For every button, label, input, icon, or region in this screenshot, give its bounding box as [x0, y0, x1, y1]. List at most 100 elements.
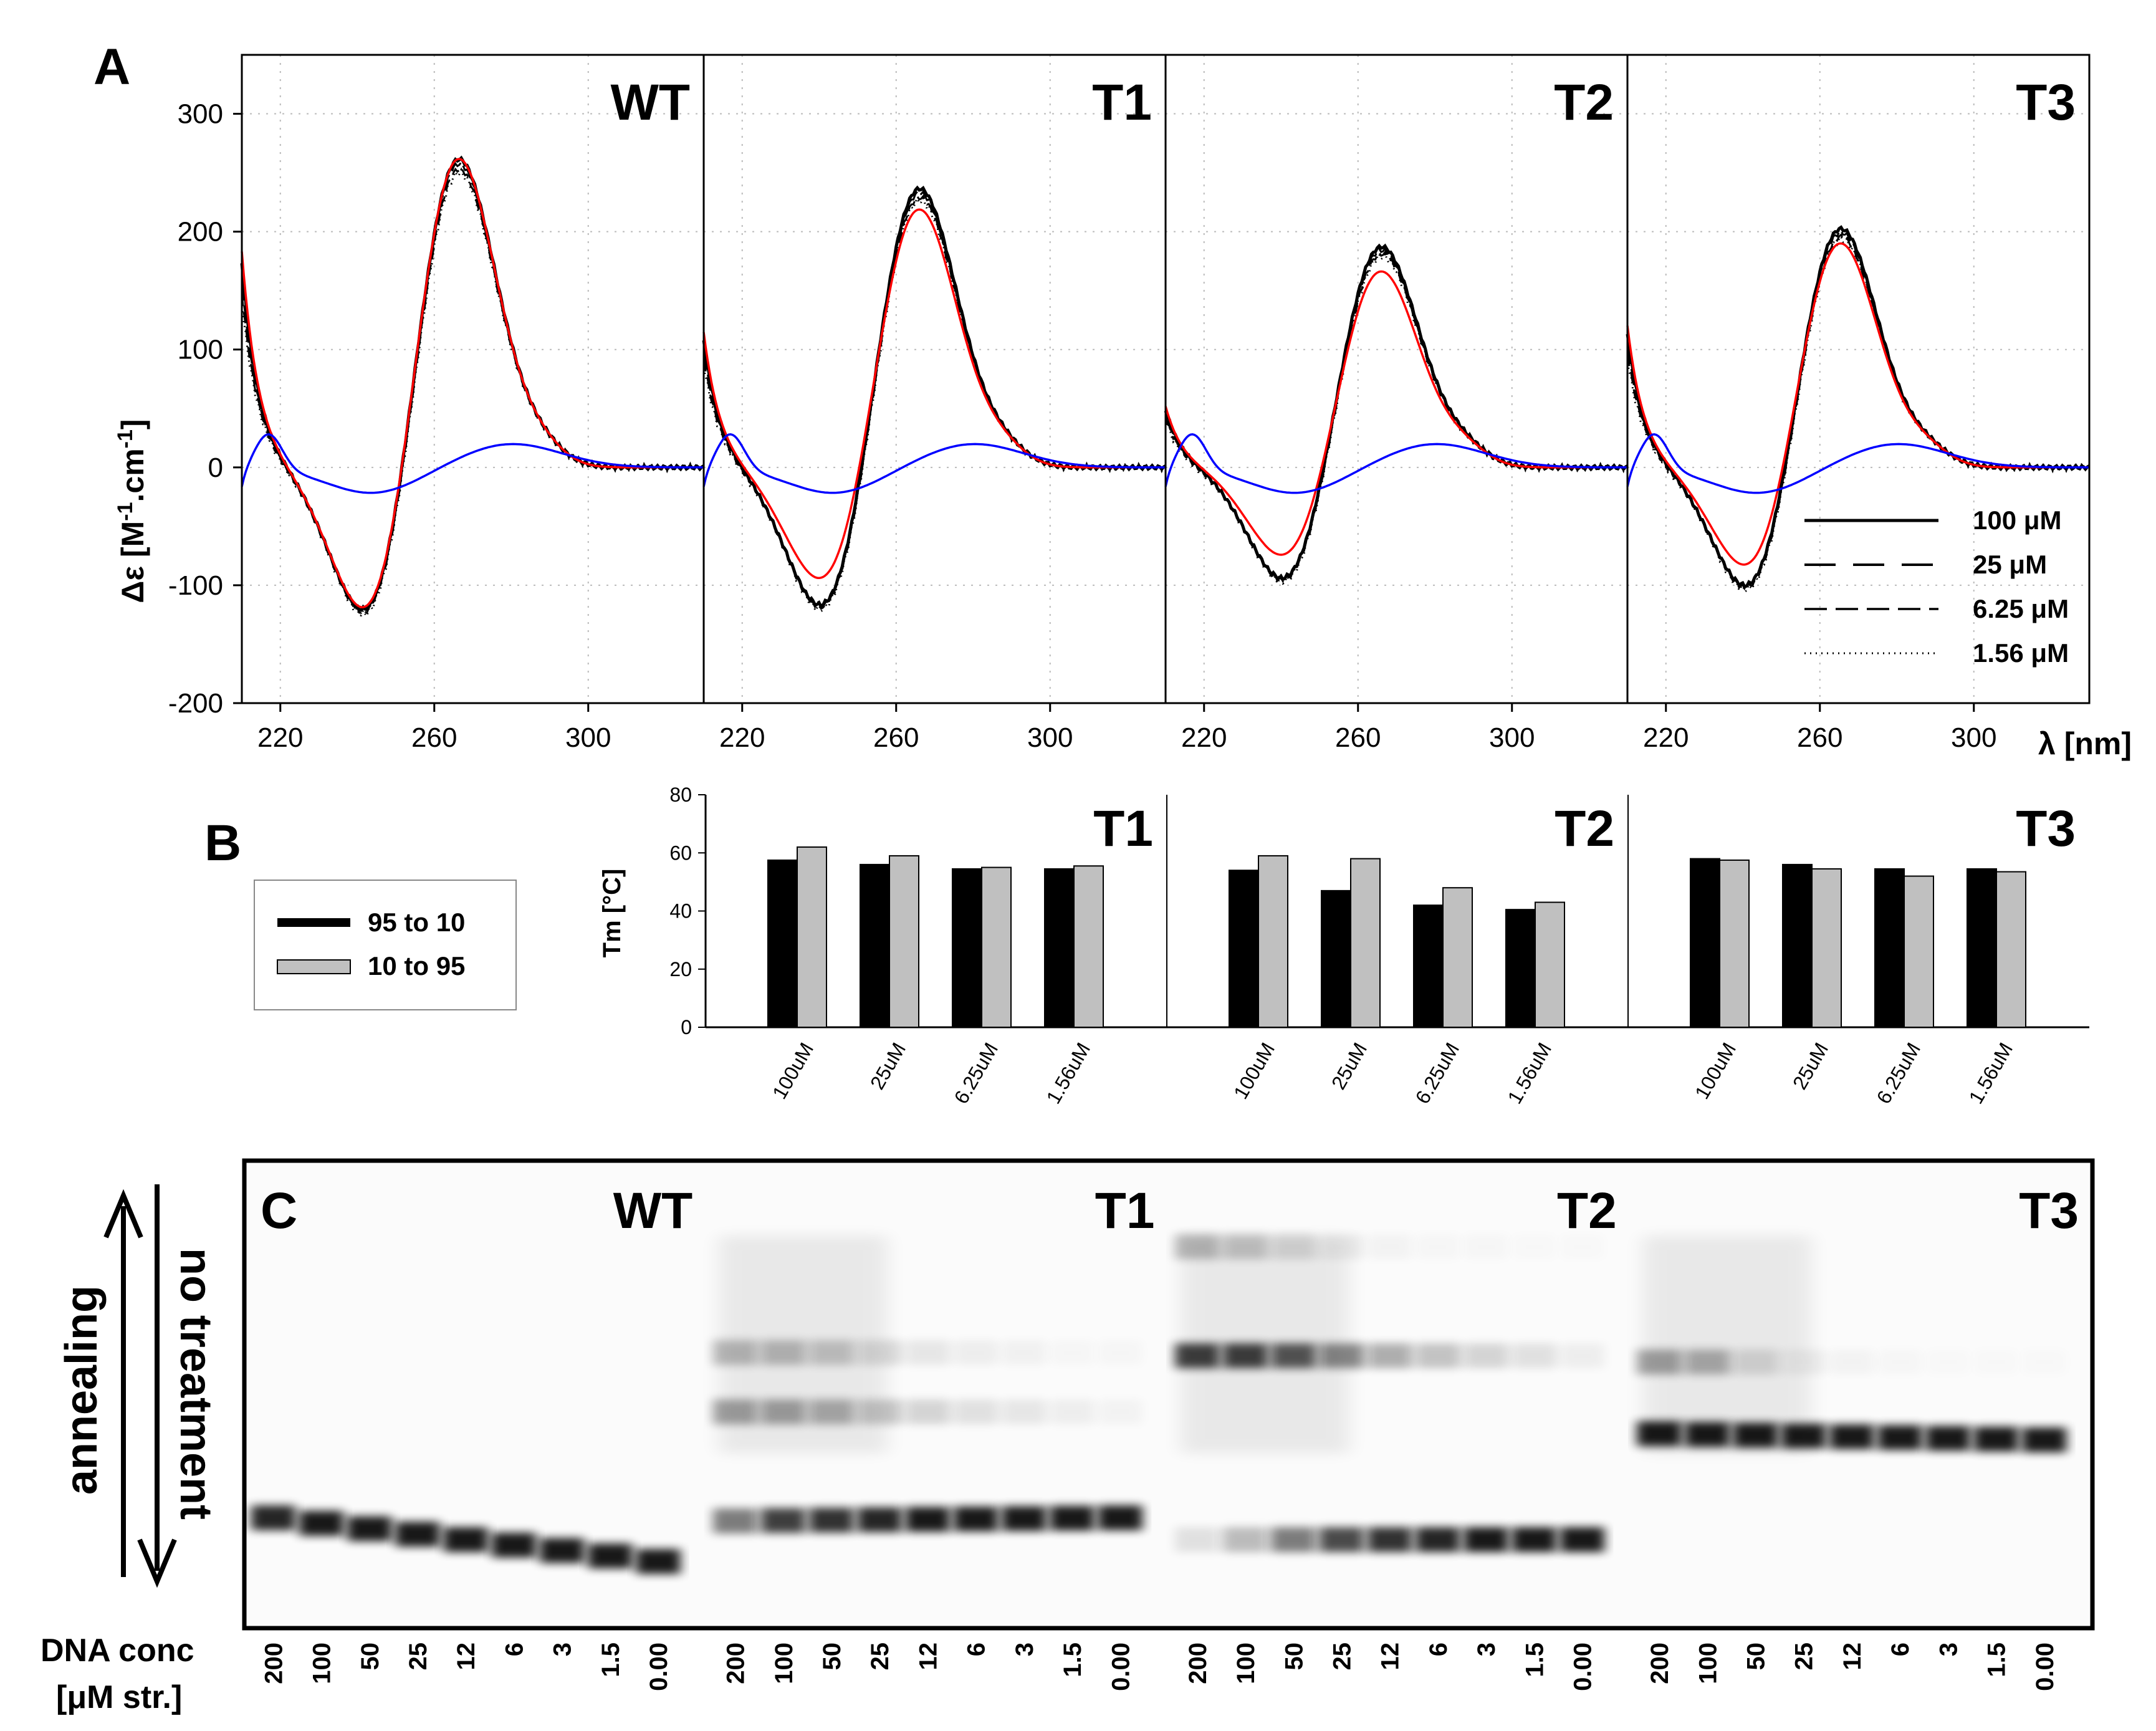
gel-band: [1416, 1527, 1460, 1552]
bar-10-to-95: [797, 846, 827, 1029]
y-tick-label: 40: [669, 900, 692, 923]
x-tick-label: 25uM: [1327, 1039, 1371, 1093]
y-tick-label: 200: [178, 217, 223, 247]
gel-band: [1368, 1234, 1412, 1259]
bar-10-to-95: [981, 866, 1012, 1028]
legend-label-0: 100 μM: [1973, 506, 2061, 535]
x-tick-label: 260: [873, 722, 919, 753]
gel-band: [1002, 1506, 1047, 1532]
lane-label: 50: [357, 1642, 384, 1671]
gel-band: [905, 1507, 950, 1532]
panel-b-letter: B: [204, 815, 241, 871]
gel-band: [1637, 1421, 1682, 1446]
panel-b-title-T1: T1: [1093, 800, 1153, 857]
bar-95-to-10: [1229, 870, 1259, 1028]
legend-label-1: 25 μM: [1973, 550, 2047, 579]
gel-band: [1050, 1399, 1095, 1424]
gel-band: [713, 1399, 758, 1424]
dna-conc-label: DNA conc: [41, 1633, 194, 1669]
legend-label-10-to-95: 10 to 95: [368, 951, 465, 981]
gel-band: [857, 1399, 902, 1424]
red-trace-line: [1626, 242, 2089, 566]
gel-band: [1319, 1234, 1364, 1259]
gel-band: [1560, 1527, 1605, 1552]
gel-band: [251, 1505, 295, 1530]
x-tick-label: 300: [565, 722, 611, 753]
y-tick-label: -100: [168, 570, 223, 601]
gel-band: [1098, 1399, 1143, 1424]
lane-label: 6: [1425, 1642, 1452, 1656]
gel-band: [1271, 1234, 1316, 1259]
gel-side-labels: annealing no treatment: [57, 1184, 221, 1588]
bar-10-to-95: [1535, 901, 1565, 1028]
lane-label: 50: [1743, 1642, 1770, 1671]
gel-band: [1781, 1350, 1826, 1374]
lane-label: 3: [549, 1642, 577, 1656]
lane-label: 3: [1473, 1642, 1500, 1656]
x-tick-label: 25uM: [1788, 1039, 1833, 1093]
panel-a-title-T2: T2: [1554, 74, 1614, 131]
legend-label-3: 1.56 μM: [1973, 638, 2069, 668]
y-tick-label: 0: [208, 453, 223, 483]
gel-band: [1368, 1527, 1412, 1552]
panel-c-letter: C: [261, 1182, 297, 1239]
gel-title-T3: T3: [2019, 1182, 2079, 1239]
gel-band: [1271, 1527, 1316, 1552]
y-tick-label: 100: [178, 335, 223, 365]
legend-box: [254, 880, 517, 1010]
dna-conc-unit-label: [μM str.]: [56, 1679, 182, 1715]
lane-label: 100: [309, 1642, 336, 1684]
lane-label: 50: [818, 1642, 846, 1671]
gel-band: [540, 1538, 585, 1563]
gel-band: [443, 1527, 488, 1552]
gel-band: [1223, 1343, 1268, 1368]
gel-band: [1464, 1527, 1508, 1552]
x-tick-label: 6.25uM: [950, 1039, 1003, 1108]
series-1.56uM-line: [1626, 234, 2091, 593]
gel-band: [1974, 1426, 2019, 1452]
x-tick-label: 100uM: [1229, 1039, 1279, 1103]
x-tick-label: 1.56uM: [1503, 1039, 1556, 1108]
gel-band: [1512, 1234, 1556, 1259]
series-25uM-line: [1626, 229, 2090, 588]
panel-b-title-T2: T2: [1555, 800, 1614, 857]
bar-10-to-95: [1258, 855, 1288, 1028]
lane-label: 1.5: [597, 1642, 625, 1677]
gel-band: [1416, 1343, 1460, 1368]
x-tick-label: 6.25uM: [1411, 1039, 1464, 1108]
gel-band: [1733, 1422, 1778, 1448]
gel-band: [1925, 1426, 1970, 1451]
gel-band: [1560, 1343, 1605, 1368]
gel-band: [491, 1532, 536, 1558]
down-arrow-icon: [137, 1538, 177, 1588]
gel-band: [905, 1399, 950, 1424]
red-trace-line: [241, 158, 704, 608]
gel-band: [1175, 1527, 1220, 1552]
lane-label: 0.00: [1569, 1642, 1597, 1691]
gel-band: [1002, 1399, 1047, 1424]
x-tick-label: 220: [719, 722, 765, 753]
series-25uM-line: [1164, 247, 1628, 580]
lane-label: 200: [1646, 1642, 1674, 1684]
gel-band: [954, 1340, 999, 1365]
lane-label: 12: [1839, 1642, 1866, 1671]
gel-band: [1050, 1340, 1095, 1365]
x-tick-label: 260: [1797, 722, 1842, 753]
gel-band: [1781, 1423, 1826, 1449]
series-6.25uM-line: [702, 194, 1166, 610]
gel-band: [1050, 1505, 1095, 1531]
lane-label: 100: [770, 1642, 798, 1684]
gel-band: [347, 1516, 392, 1542]
lane-label: 200: [1184, 1642, 1212, 1684]
lane-label: 100: [1232, 1642, 1260, 1684]
gel-band: [954, 1399, 999, 1424]
x-tick-label: 300: [1489, 722, 1535, 753]
gel-title-WT: WT: [613, 1182, 692, 1239]
bar-10-to-95: [1904, 875, 1934, 1029]
bar-95-to-10: [1782, 863, 1813, 1029]
y-tick-label: 300: [178, 99, 223, 130]
bar-95-to-10: [1690, 858, 1720, 1028]
gel-band: [761, 1340, 806, 1365]
gel-band: [1319, 1343, 1364, 1368]
lane-label: 6: [1887, 1642, 1914, 1656]
